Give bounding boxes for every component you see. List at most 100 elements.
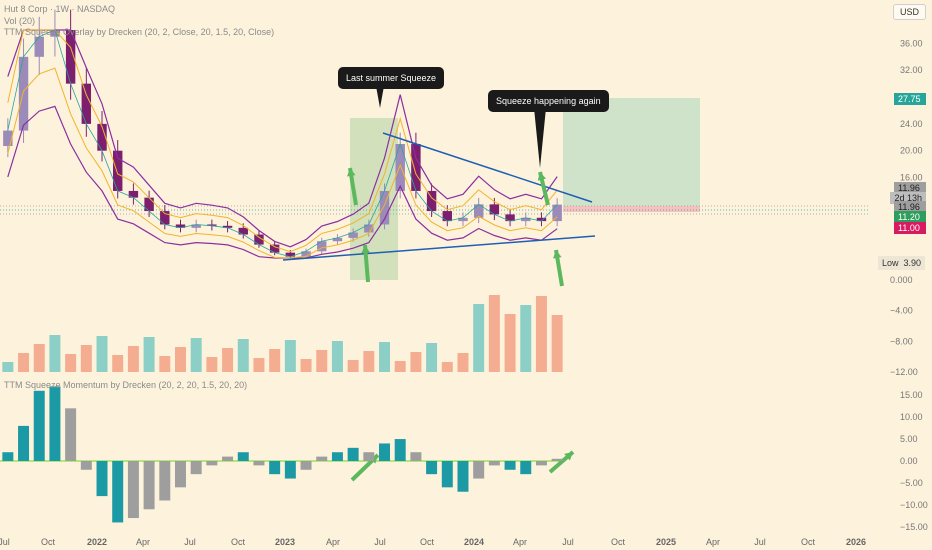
momentum-bar [551, 458, 563, 461]
basis-line [7, 29, 558, 258]
volume-bar [237, 339, 249, 372]
candle-body [113, 150, 123, 191]
arrow-right-lower-head [553, 250, 562, 259]
callout-last-summer-squeeze: Last summer Squeeze [338, 67, 445, 89]
time-axis-tick: Apr [136, 537, 150, 547]
candle-body [473, 204, 484, 218]
candle-body [128, 190, 139, 198]
volume-bar [253, 358, 265, 372]
last-price-tag: 11.96 [894, 182, 926, 194]
momentum-axis-tick: −15.00 [900, 522, 928, 532]
candle-body [34, 36, 44, 57]
volume-bar [394, 361, 406, 372]
momentum-bar [96, 461, 108, 497]
volume-axis-tick: −12.00 [890, 367, 918, 377]
candle-body [81, 83, 92, 124]
time-axis-tick: Jul [562, 537, 574, 547]
volume-bar [174, 347, 186, 372]
time-axis-tick: Jul [0, 537, 10, 547]
momentum-bar [441, 461, 453, 488]
callout-pointer-left [376, 86, 384, 108]
candle-body [207, 224, 217, 226]
candle-body [552, 204, 562, 222]
candle-body [301, 251, 311, 257]
time-axis-tick: Jul [754, 537, 766, 547]
volume-bar [426, 343, 438, 372]
momentum-bar [49, 386, 61, 461]
volume-bar [96, 336, 108, 372]
momentum-bar [253, 461, 265, 466]
volume-bar [18, 353, 30, 372]
momentum-bar [112, 461, 124, 523]
time-axis-tick: 2023 [275, 537, 295, 547]
target-price-tag: 27.75 [894, 93, 926, 105]
time-axis-tick: 2025 [656, 537, 676, 547]
volume-bar [331, 341, 343, 372]
candle-body [426, 190, 437, 212]
volume-axis-tick: −4.00 [890, 306, 913, 316]
volume-axis-tick: 0.000 [890, 275, 913, 285]
time-axis-tick: Oct [611, 537, 626, 547]
volume-bar [300, 359, 312, 372]
volume-bar [190, 338, 202, 372]
trend-line-upper [382, 132, 593, 203]
momentum-bar [347, 447, 359, 461]
momentum-bar [488, 461, 500, 466]
arrow-up-left-head [347, 168, 356, 177]
candle-body [18, 56, 29, 131]
candle-body [285, 252, 296, 257]
red-price-tag: 11.00 [894, 222, 926, 234]
volume-bar [410, 352, 422, 372]
volume-bar [535, 296, 547, 372]
price-axis-tick: 32.00 [900, 65, 923, 75]
last-price-tag-2: 11.96 [894, 201, 926, 213]
momentum-bar [473, 461, 485, 479]
price-axis-tick: 24.00 [900, 119, 923, 129]
kc-lower [7, 67, 558, 259]
currency-button[interactable]: USD [892, 4, 926, 20]
time-axis-tick: Oct [231, 537, 246, 547]
volume-bar [347, 360, 359, 372]
candle-body [348, 232, 358, 238]
momentum-bar [127, 461, 139, 519]
volume-bar [127, 346, 139, 372]
volume-bar [112, 355, 124, 372]
momentum-bar [504, 461, 516, 470]
low-label: Low 3.90 [878, 256, 926, 270]
candle-body [505, 214, 515, 222]
momentum-axis-tick: −5.00 [900, 478, 923, 488]
momentum-bar [379, 443, 391, 461]
candle-body [175, 224, 186, 228]
volume-legend: Vol (20) [4, 16, 36, 26]
candle-body [160, 211, 170, 225]
momentum-bar [65, 408, 77, 461]
momentum-bar [269, 461, 281, 475]
candle-body [97, 123, 107, 151]
momentum-bar [143, 461, 155, 510]
candle-body [254, 234, 264, 245]
time-axis-tick: 2026 [846, 537, 866, 547]
volume-bar [65, 354, 77, 372]
momentum-bar [222, 456, 234, 461]
momentum-bar [18, 425, 30, 461]
time-axis-tick: Apr [513, 537, 527, 547]
volume-bar [206, 357, 218, 372]
arrow-momentum-right-head [564, 452, 573, 461]
momentum-bar [535, 461, 547, 466]
kc-upper [7, 29, 558, 253]
momentum-bar [190, 461, 202, 475]
candle-body [238, 227, 248, 235]
candle-body [222, 225, 233, 228]
volume-bar [284, 340, 296, 372]
time-axis-tick: 2022 [87, 537, 107, 547]
candle-body [191, 224, 201, 228]
candle-body [458, 217, 468, 222]
momentum-bar [457, 461, 469, 492]
callout-squeeze-happening: Squeeze happening again [488, 90, 609, 112]
momentum-axis-tick: 10.00 [900, 412, 923, 422]
candle-body [442, 211, 452, 222]
volume-bar [143, 337, 155, 372]
candle-body [395, 144, 405, 191]
volume-bar [457, 353, 469, 372]
